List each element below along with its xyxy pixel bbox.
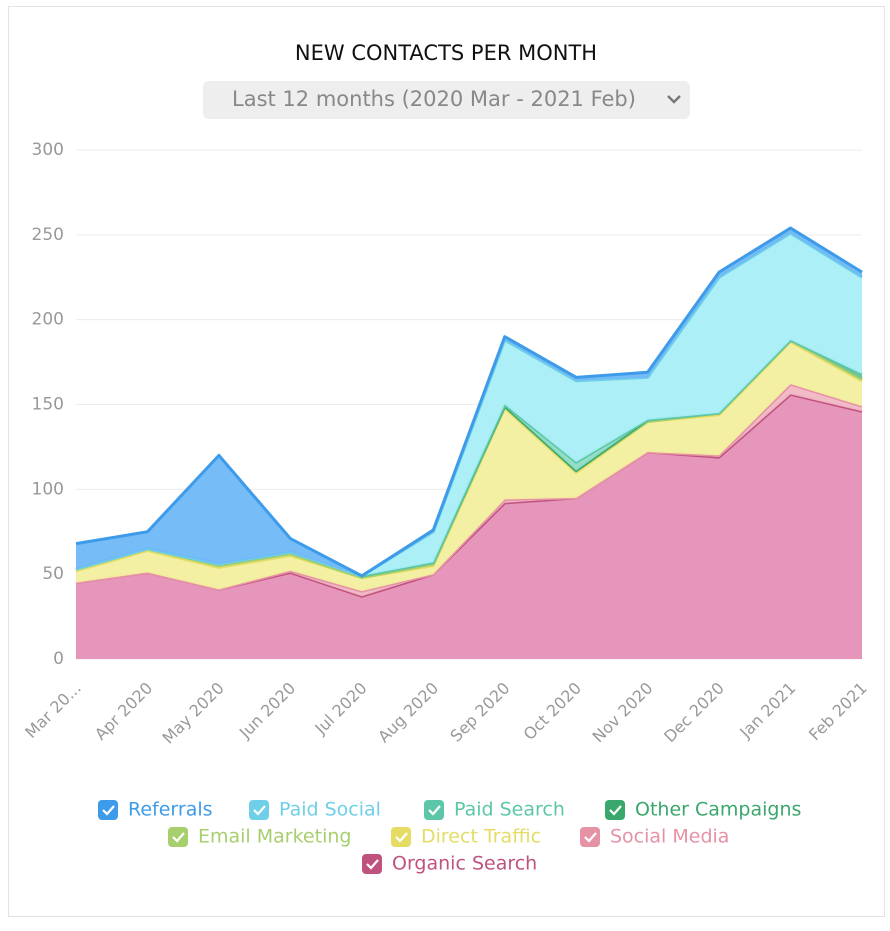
legend-label[interactable]: Email Marketing — [198, 826, 351, 848]
area-fill — [76, 233, 862, 576]
legend-check[interactable] — [102, 805, 115, 816]
y-tick-label: 50 — [42, 564, 64, 584]
area-line — [75, 382, 863, 593]
legend-checkbox[interactable] — [424, 800, 444, 820]
legend-checkbox[interactable] — [391, 827, 411, 847]
legend-checkbox[interactable] — [605, 800, 625, 820]
period-dropdown[interactable] — [203, 81, 690, 119]
legend-label[interactable]: Other Campaigns — [635, 799, 801, 821]
legend-check[interactable] — [584, 832, 597, 843]
chart-title: NEW CONTACTS PER MONTH — [295, 41, 597, 65]
dropdown-arrow[interactable] — [667, 95, 681, 104]
legend-label[interactable]: Paid Search — [454, 799, 565, 821]
y-tick-label: 250 — [32, 225, 64, 245]
legend-check[interactable] — [172, 832, 185, 843]
area-fill — [76, 341, 862, 592]
area-fill — [76, 394, 862, 659]
legend-checkbox[interactable] — [249, 800, 269, 820]
legend-label[interactable]: Organic Search — [392, 853, 537, 875]
legend-check[interactable] — [366, 859, 379, 870]
legend-label[interactable]: Referrals — [128, 799, 213, 821]
area-line — [75, 226, 863, 578]
legend-check[interactable] — [428, 805, 441, 816]
y-tick-label: 100 — [32, 479, 64, 499]
legend-label[interactable]: Paid Social — [279, 799, 381, 821]
legend-label[interactable]: Social Media — [610, 826, 729, 848]
legend-check[interactable] — [609, 805, 622, 816]
legend-checkbox[interactable] — [98, 800, 118, 820]
y-tick-label: 150 — [32, 395, 64, 415]
legend-check[interactable] — [395, 832, 408, 843]
period-label[interactable]: Last 12 months (2020 Mar - 2021 Feb) — [232, 87, 636, 111]
y-tick-label: 0 — [53, 649, 64, 669]
legend-label[interactable]: Direct Traffic — [421, 826, 541, 848]
y-tick-label: 200 — [32, 310, 64, 330]
legend-check[interactable] — [253, 805, 266, 816]
legend-checkbox[interactable] — [362, 854, 382, 874]
legend-checkbox[interactable] — [168, 827, 188, 847]
legend-checkbox[interactable] — [580, 827, 600, 847]
area-fill — [76, 228, 862, 576]
y-tick-label: 300 — [32, 140, 64, 160]
